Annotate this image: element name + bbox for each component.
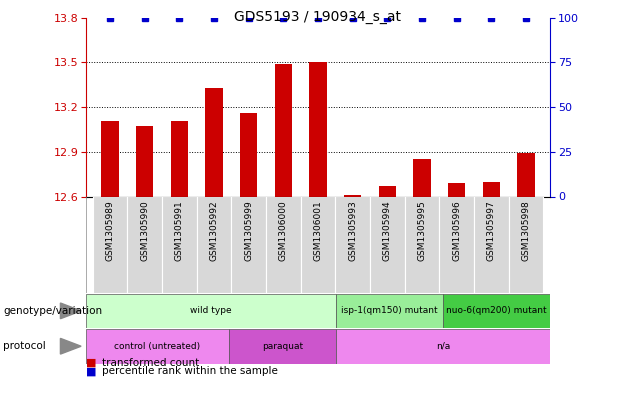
Text: ■: ■ [86, 358, 97, 368]
Bar [301, 196, 335, 293]
Bar [336, 294, 443, 328]
Bar [404, 196, 439, 293]
Bar [170, 121, 188, 196]
Text: GSM1305993: GSM1305993 [348, 200, 357, 261]
Bar [205, 88, 223, 196]
Bar [127, 196, 162, 293]
Bar [162, 196, 197, 293]
Text: isp-1(qm150) mutant: isp-1(qm150) mutant [341, 307, 438, 315]
Bar [266, 196, 301, 293]
Text: GSM1306001: GSM1306001 [314, 200, 322, 261]
Text: transformed count: transformed count [102, 358, 199, 368]
Text: GSM1305992: GSM1305992 [209, 200, 219, 261]
Bar [443, 294, 550, 328]
Bar [86, 294, 336, 328]
Bar [102, 121, 119, 196]
Bar [439, 196, 474, 293]
Bar [474, 196, 509, 293]
Bar [413, 159, 431, 196]
Polygon shape [60, 338, 81, 354]
Bar [240, 113, 258, 196]
Text: GSM1305991: GSM1305991 [175, 200, 184, 261]
Bar [232, 196, 266, 293]
Text: genotype/variation: genotype/variation [3, 306, 102, 316]
Bar [309, 62, 327, 196]
Bar [344, 195, 361, 196]
Text: nuo-6(qm200) mutant: nuo-6(qm200) mutant [446, 307, 547, 315]
Bar [335, 196, 370, 293]
Text: GSM1306000: GSM1306000 [279, 200, 288, 261]
Text: percentile rank within the sample: percentile rank within the sample [102, 366, 278, 376]
Text: GSM1305995: GSM1305995 [417, 200, 427, 261]
Text: GSM1305994: GSM1305994 [383, 200, 392, 261]
Text: paraquat: paraquat [262, 342, 303, 351]
Polygon shape [60, 303, 81, 319]
Bar [370, 196, 404, 293]
Text: GSM1305990: GSM1305990 [141, 200, 149, 261]
Bar [136, 127, 153, 196]
Text: GDS5193 / 190934_s_at: GDS5193 / 190934_s_at [235, 10, 401, 24]
Bar [517, 153, 534, 196]
Bar [448, 183, 466, 196]
Bar [197, 196, 232, 293]
Text: GSM1305999: GSM1305999 [244, 200, 253, 261]
Text: wild type: wild type [190, 307, 232, 315]
Bar [509, 196, 543, 293]
Text: GSM1305998: GSM1305998 [522, 200, 530, 261]
Bar [229, 329, 336, 364]
Text: n/a: n/a [436, 342, 450, 351]
Bar [483, 182, 500, 196]
Text: control (untreated): control (untreated) [114, 342, 200, 351]
Bar [275, 64, 292, 196]
Text: ■: ■ [86, 366, 97, 376]
Bar [86, 329, 229, 364]
Text: GSM1305997: GSM1305997 [487, 200, 495, 261]
Bar [93, 196, 127, 293]
Bar [336, 329, 550, 364]
Text: GSM1305989: GSM1305989 [106, 200, 114, 261]
Text: protocol: protocol [3, 341, 46, 351]
Bar [378, 186, 396, 196]
Text: GSM1305996: GSM1305996 [452, 200, 461, 261]
